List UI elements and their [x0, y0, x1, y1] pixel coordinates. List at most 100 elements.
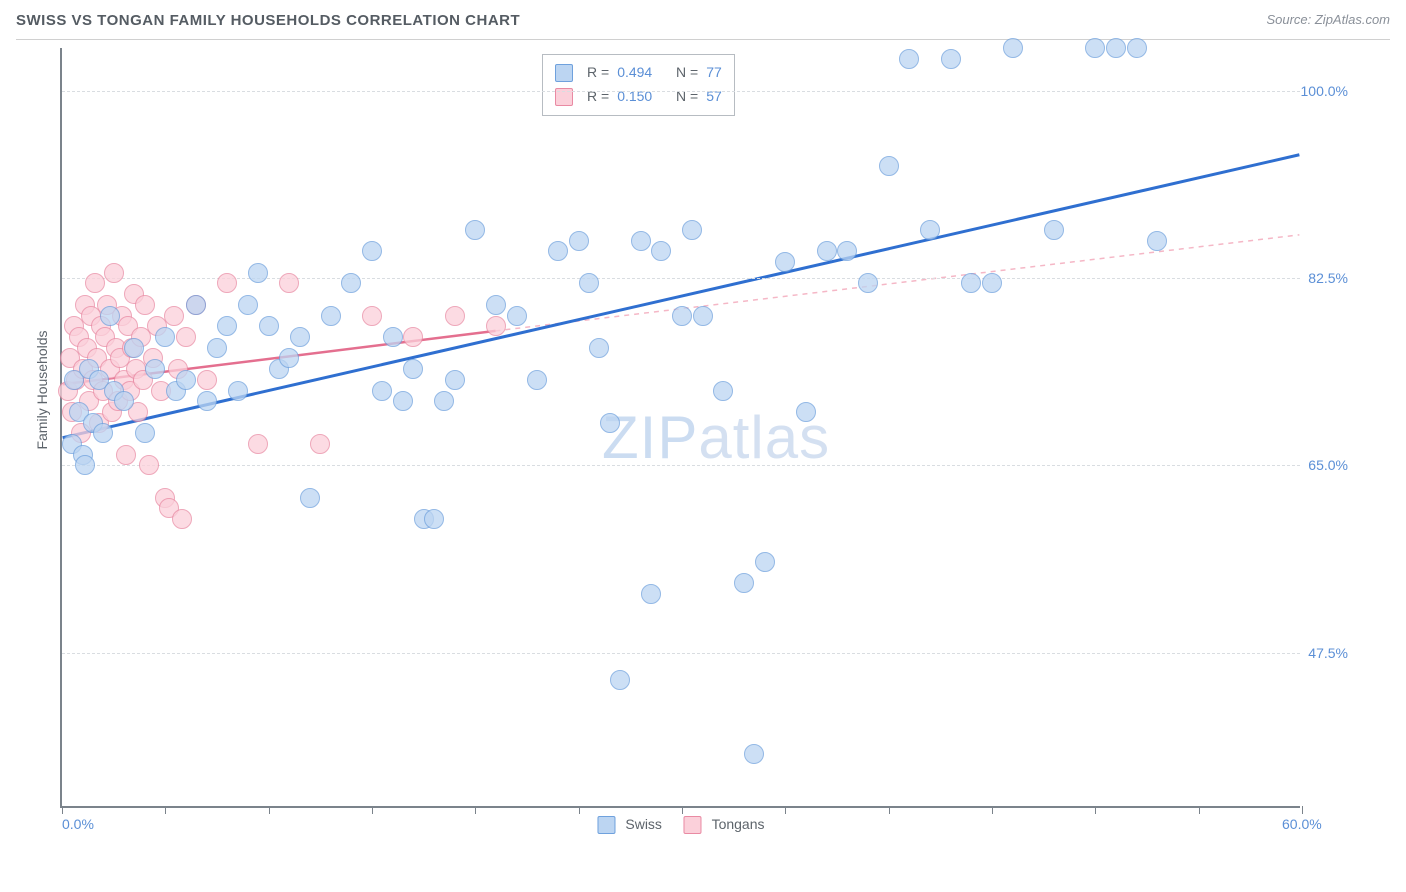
gridline	[62, 653, 1300, 654]
swiss-point	[796, 402, 816, 422]
swiss-point	[1085, 38, 1105, 58]
x-tick	[269, 806, 270, 814]
swiss-point	[238, 295, 258, 315]
tongan-point	[197, 370, 217, 390]
tongan-point	[116, 445, 136, 465]
y-tick-label: 82.5%	[1288, 270, 1348, 286]
trend-lines	[62, 48, 1300, 806]
swiss-point	[569, 231, 589, 251]
x-tick	[372, 806, 373, 814]
source-label: Source: ZipAtlas.com	[1266, 12, 1390, 27]
swiss-point	[228, 381, 248, 401]
swiss-point	[817, 241, 837, 261]
swiss-point	[713, 381, 733, 401]
swiss-point	[75, 455, 95, 475]
swiss-point	[197, 391, 217, 411]
swiss-point	[610, 670, 630, 690]
swiss-point	[879, 156, 899, 176]
swiss-point	[734, 573, 754, 593]
swiss-point	[961, 273, 981, 293]
swiss-point	[100, 306, 120, 326]
y-tick-label: 100.0%	[1288, 83, 1348, 99]
x-tick	[992, 806, 993, 814]
swatch-swiss	[597, 816, 615, 834]
swiss-point	[248, 263, 268, 283]
tongan-point	[172, 509, 192, 529]
x-tick	[62, 806, 63, 814]
tongan-point	[139, 455, 159, 475]
legend-label-tongan: Tongans	[712, 816, 765, 832]
swiss-point	[114, 391, 134, 411]
swiss-point	[486, 295, 506, 315]
tongan-point	[104, 263, 124, 283]
swiss-point	[155, 327, 175, 347]
swiss-point	[434, 391, 454, 411]
swiss-point	[672, 306, 692, 326]
swiss-point	[403, 359, 423, 379]
swiss-point	[1044, 220, 1064, 240]
swiss-point	[279, 348, 299, 368]
swiss-point	[589, 338, 609, 358]
x-tick	[475, 806, 476, 814]
tongan-point	[486, 316, 506, 336]
swiss-point	[682, 220, 702, 240]
x-tick	[785, 806, 786, 814]
swiss-point	[641, 584, 661, 604]
swiss-point	[837, 241, 857, 261]
x-tick	[889, 806, 890, 814]
y-tick-label: 65.0%	[1288, 457, 1348, 473]
swiss-point	[259, 316, 279, 336]
legend-item-tongan: Tongans	[684, 816, 765, 834]
swiss-point	[579, 273, 599, 293]
legend-bottom: Swiss Tongans	[597, 816, 764, 834]
legend-correlation-box: R =0.494 N =77R =0.150 N =57	[542, 54, 735, 116]
tongan-point	[403, 327, 423, 347]
swiss-point	[982, 273, 1002, 293]
swiss-point	[217, 316, 237, 336]
gridline	[62, 91, 1300, 92]
swiss-point	[548, 241, 568, 261]
legend-correlation-row: R =0.150 N =57	[555, 85, 722, 109]
swiss-point	[920, 220, 940, 240]
swiss-point	[1106, 38, 1126, 58]
swiss-point	[941, 49, 961, 69]
legend-label-swiss: Swiss	[625, 816, 662, 832]
tongan-point	[217, 273, 237, 293]
tongan-point	[164, 306, 184, 326]
chart-title: SWISS VS TONGAN FAMILY HOUSEHOLDS CORREL…	[16, 12, 520, 29]
swiss-point	[744, 744, 764, 764]
watermark-bold: ZIP	[602, 404, 698, 471]
swiss-point	[145, 359, 165, 379]
y-axis-title: Family Households	[34, 330, 50, 449]
swiss-point	[424, 509, 444, 529]
plot-area: ZIPatlas R =0.494 N =77R =0.150 N =57 Sw…	[60, 48, 1300, 808]
swiss-point	[362, 241, 382, 261]
tongan-point	[176, 327, 196, 347]
swiss-point	[465, 220, 485, 240]
swiss-point	[755, 552, 775, 572]
swiss-point	[383, 327, 403, 347]
x-tick	[165, 806, 166, 814]
gridline	[62, 278, 1300, 279]
swiss-point	[693, 306, 713, 326]
n-value: 57	[706, 85, 722, 109]
swiss-point	[1003, 38, 1023, 58]
tongan-point	[362, 306, 382, 326]
tongan-point	[85, 273, 105, 293]
x-tick	[1095, 806, 1096, 814]
swiss-point	[899, 49, 919, 69]
legend-correlation-row: R =0.494 N =77	[555, 61, 722, 85]
swiss-point	[207, 338, 227, 358]
swiss-point	[651, 241, 671, 261]
n-label: N =	[676, 85, 698, 109]
swiss-point	[527, 370, 547, 390]
swiss-point	[124, 338, 144, 358]
tongan-point	[310, 434, 330, 454]
r-value: 0.494	[617, 61, 652, 85]
swiss-point	[176, 370, 196, 390]
swiss-point	[186, 295, 206, 315]
r-label: R =	[587, 61, 609, 85]
n-value: 77	[706, 61, 722, 85]
swiss-point	[631, 231, 651, 251]
tongan-point	[248, 434, 268, 454]
